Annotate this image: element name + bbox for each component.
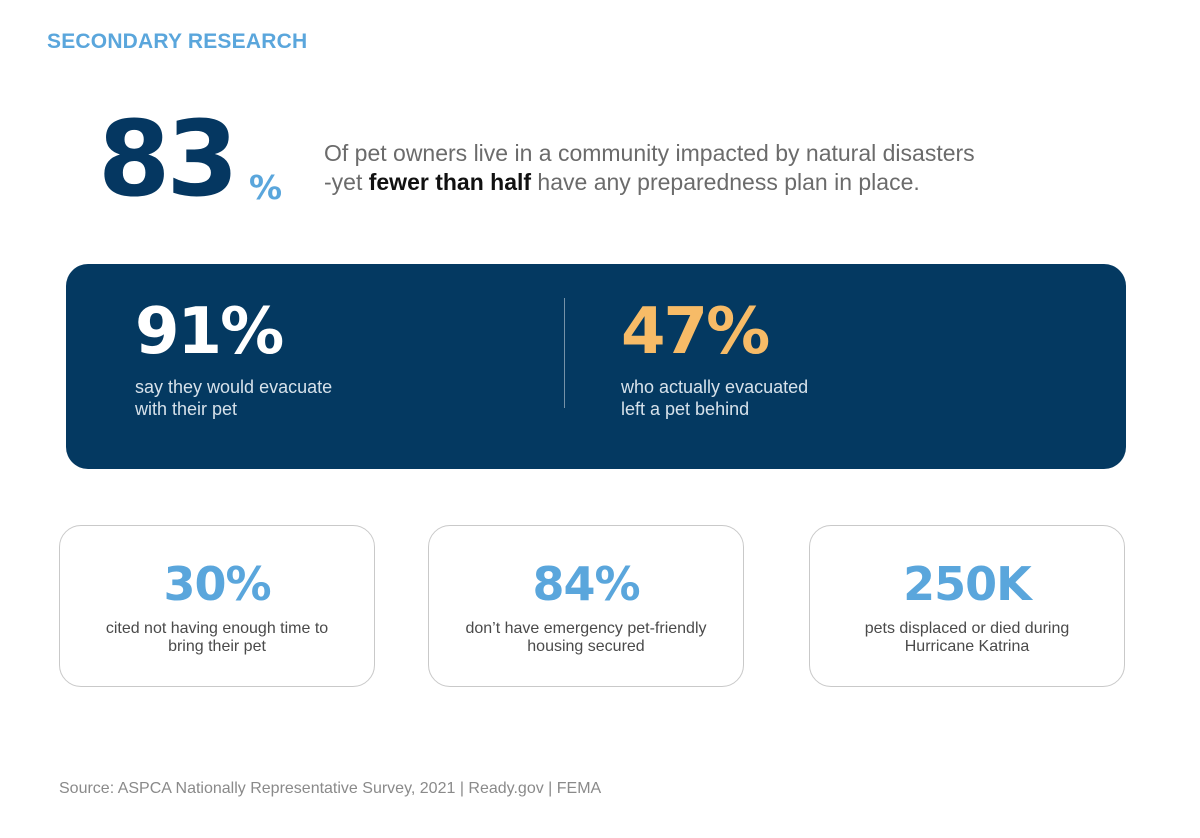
stat-card-time: 30% cited not having enough time to brin…: [59, 525, 375, 687]
stat-card-housing: 84% don’t have emergency pet-friendly ho…: [428, 525, 744, 687]
panel-desc-line: left a pet behind: [621, 399, 750, 419]
panel-stat-description: say they would evacuate with their pet: [135, 376, 332, 420]
panel-stat-value: 47%: [621, 295, 770, 369]
panel-desc-line: who actually evacuated: [621, 377, 809, 397]
panel-stat-description: who actually evacuated left a pet behind: [621, 376, 808, 420]
evacuation-stats-panel: 91% say they would evacuate with their p…: [66, 264, 1126, 469]
panel-stat-value: 91%: [135, 295, 284, 369]
source-citation: Source: ASPCA Nationally Representative …: [59, 780, 602, 797]
hero-line2-emphasis: fewer than half: [368, 169, 532, 195]
panel-stat-evacuate-with-pet: 91% say they would evacuate with their p…: [135, 292, 332, 420]
hero-stat: 83 %: [98, 104, 288, 214]
hero-statement-line1: Of pet owners live in a community impact…: [324, 140, 975, 166]
section-eyebrow: SECONDARY RESEARCH: [47, 30, 308, 53]
stat-card-desc-line: cited not having enough time to: [105, 620, 329, 637]
stat-card-value: 84%: [532, 557, 640, 611]
stat-card-desc-line: don’t have emergency pet-friendly: [465, 620, 707, 637]
hero-statement: Of pet owners live in a community impact…: [324, 139, 1084, 197]
stat-card-description: pets displaced or died during Hurricane …: [810, 620, 1124, 656]
stat-card-desc-line: Hurricane Katrina: [904, 638, 1030, 655]
panel-divider: [564, 298, 565, 408]
hero-line2-lead: -yet: [324, 169, 369, 195]
stat-card-desc-line: pets displaced or died during: [864, 620, 1070, 637]
hero-stat-number: 83: [98, 98, 239, 220]
hero-statement-line2: -yet fewer than half have any preparedne…: [324, 168, 1084, 197]
hero-line2-tail: have any preparedness plan in place.: [531, 169, 920, 195]
panel-desc-line: say they would evacuate: [135, 377, 333, 397]
stat-card-katrina: 250K pets displaced or died during Hurri…: [809, 525, 1125, 687]
stat-card-value: 30%: [163, 557, 271, 611]
stat-card-description: cited not having enough time to bring th…: [60, 620, 374, 656]
panel-desc-line: with their pet: [135, 399, 238, 419]
stat-card-desc-line: housing secured: [527, 638, 645, 655]
stat-card-value: 250K: [903, 557, 1032, 611]
stat-card-description: don’t have emergency pet-friendly housin…: [429, 620, 743, 656]
stat-card-desc-line: bring their pet: [168, 638, 266, 655]
panel-stat-left-pet-behind: 47% who actually evacuated left a pet be…: [621, 292, 808, 420]
hero-stat-percent-sign: %: [249, 168, 283, 207]
